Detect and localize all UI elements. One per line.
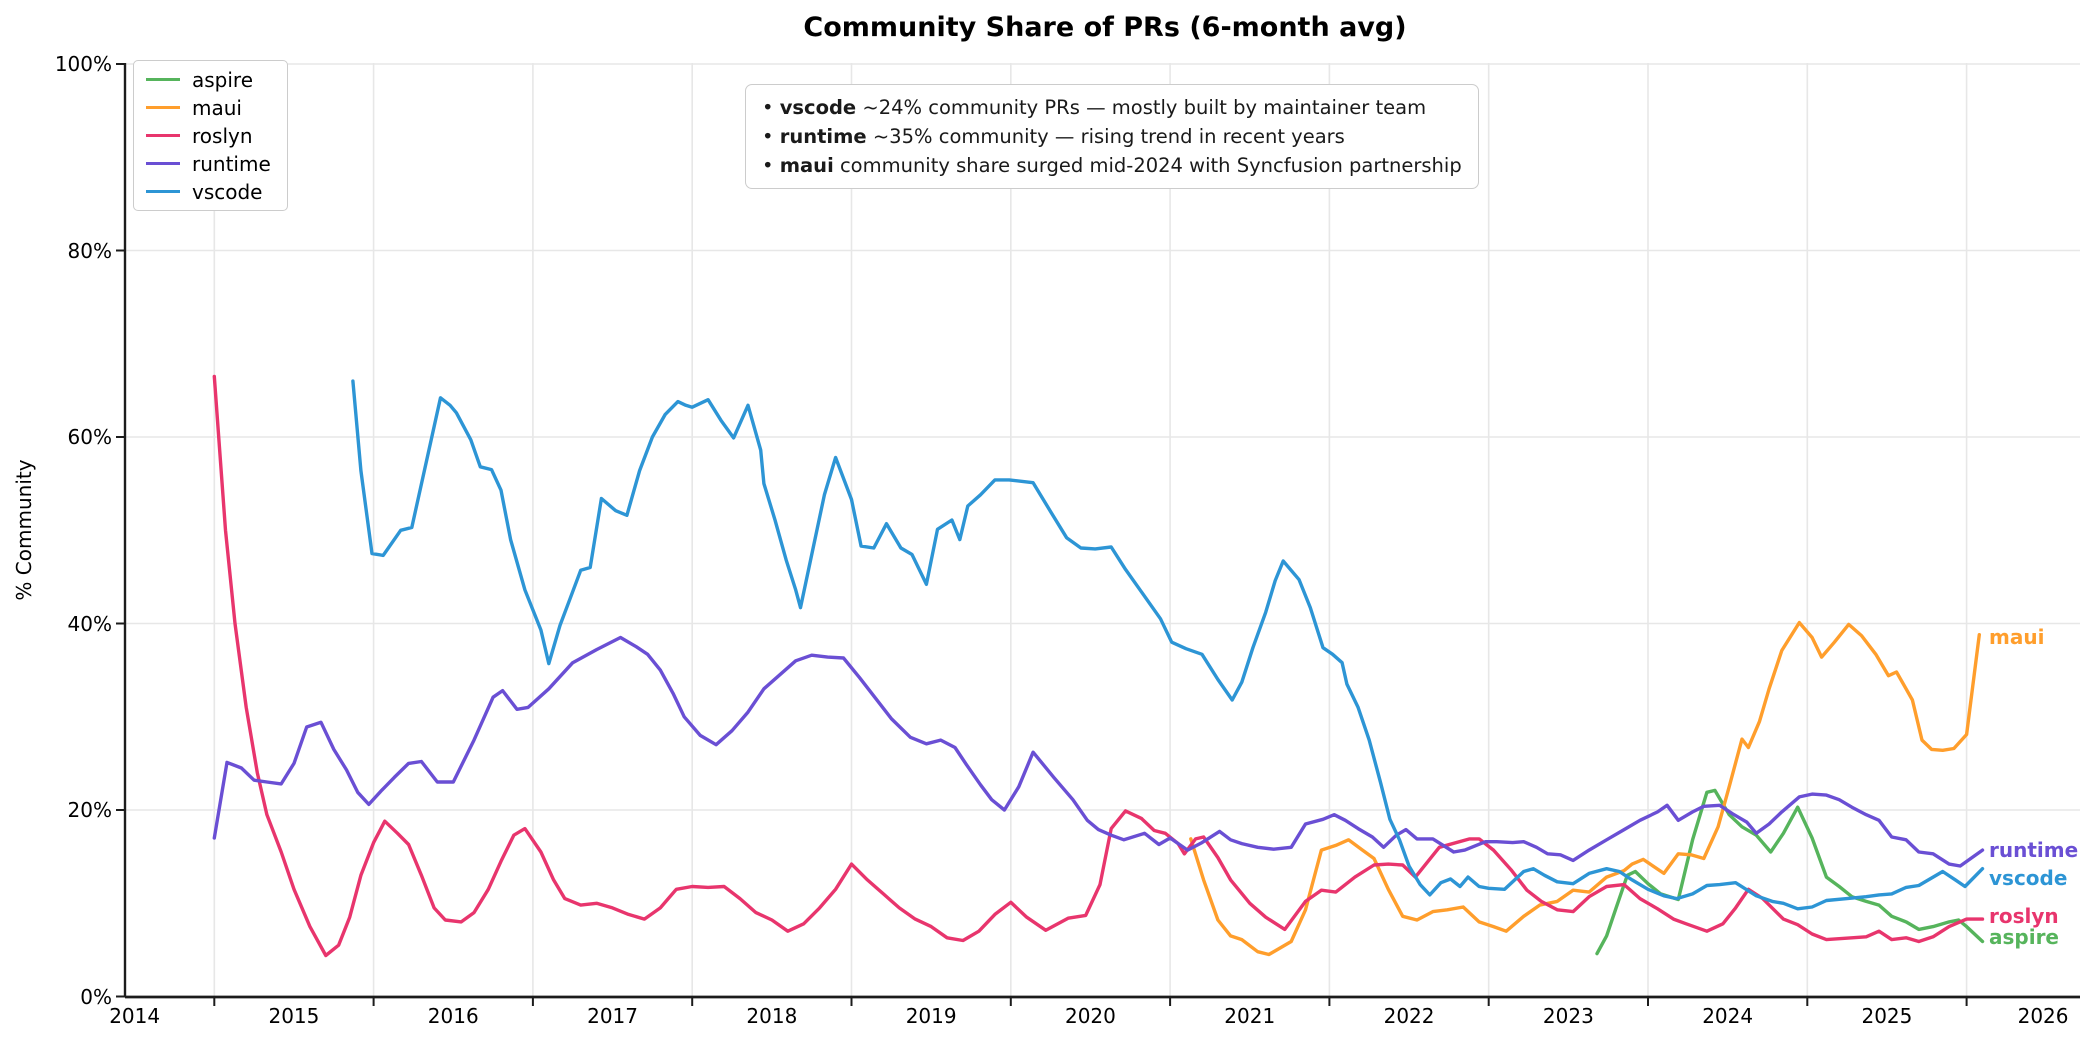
x-tick-label: 2025 — [1861, 1004, 1913, 1028]
legend-item-roslyn: roslyn — [146, 123, 271, 148]
y-tick-label: 100% — [54, 52, 112, 76]
x-tick-label: 2024 — [1702, 1004, 1754, 1028]
x-tick-label: 2019 — [905, 1004, 957, 1028]
y-axis-label: % Community — [12, 459, 36, 601]
series-end-label-runtime: runtime — [1989, 838, 2079, 862]
x-tick-label: 2022 — [1383, 1004, 1435, 1028]
legend-item-vscode: vscode — [146, 179, 271, 204]
series-end-label-roslyn: roslyn — [1989, 904, 2059, 928]
legend-line-swatch — [146, 78, 180, 81]
series-end-label-aspire: aspire — [1989, 925, 2059, 949]
legend-label: roslyn — [192, 123, 253, 148]
legend-label: aspire — [192, 67, 254, 92]
x-tick-label: 2016 — [427, 1004, 479, 1028]
x-tick-label: 2021 — [1224, 1004, 1276, 1028]
x-tick-label: 2026 — [2017, 1004, 2069, 1028]
legend-line-swatch — [146, 162, 180, 165]
legend-line-swatch — [146, 190, 180, 193]
legend-label: vscode — [192, 179, 263, 204]
annotation-line: • vscode ~24% community PRs — mostly bui… — [762, 96, 1427, 119]
y-tick-label: 80% — [67, 238, 112, 263]
legend-box: aspire maui roslyn runtime vscode — [133, 60, 288, 211]
series-line-aspire — [1595, 788, 1985, 956]
legend-line-swatch — [146, 134, 180, 137]
x-tick-label: 2023 — [1542, 1004, 1594, 1028]
x-tick-label: 2018 — [746, 1004, 798, 1028]
series-end-label-vscode: vscode — [1989, 866, 2068, 890]
annotation-line: • maui community share surged mid-2024 w… — [762, 154, 1462, 177]
legend-label: runtime — [192, 151, 271, 176]
y-tick-label: 60% — [67, 425, 112, 449]
y-tick-label: 0% — [80, 984, 112, 1009]
legend-line-swatch — [146, 106, 180, 109]
x-tick-label: 2015 — [268, 1004, 320, 1028]
y-tick-label: 40% — [67, 611, 112, 636]
legend-item-maui: maui — [146, 95, 271, 120]
series-end-label-maui: maui — [1989, 625, 2045, 649]
x-tick-label: 2017 — [587, 1004, 638, 1028]
series-line-runtime — [212, 635, 1985, 868]
chart-title: Community Share of PRs (6-month avg) — [803, 12, 1407, 43]
x-tick-label: 2020 — [1064, 1004, 1116, 1028]
series-line-vscode — [351, 379, 1985, 911]
series-line-roslyn — [212, 374, 1985, 958]
legend-item-runtime: runtime — [146, 151, 271, 176]
annotation-line: • runtime ~35% community — rising trend … — [762, 125, 1345, 148]
legend-item-aspire: aspire — [146, 67, 271, 92]
series-line-maui — [1189, 620, 1982, 957]
y-tick-label: 20% — [67, 798, 112, 822]
annotation-box: • vscode ~24% community PRs — mostly bui… — [745, 84, 1479, 189]
x-tick-label: 2014 — [109, 1004, 161, 1028]
legend-label: maui — [192, 95, 242, 120]
